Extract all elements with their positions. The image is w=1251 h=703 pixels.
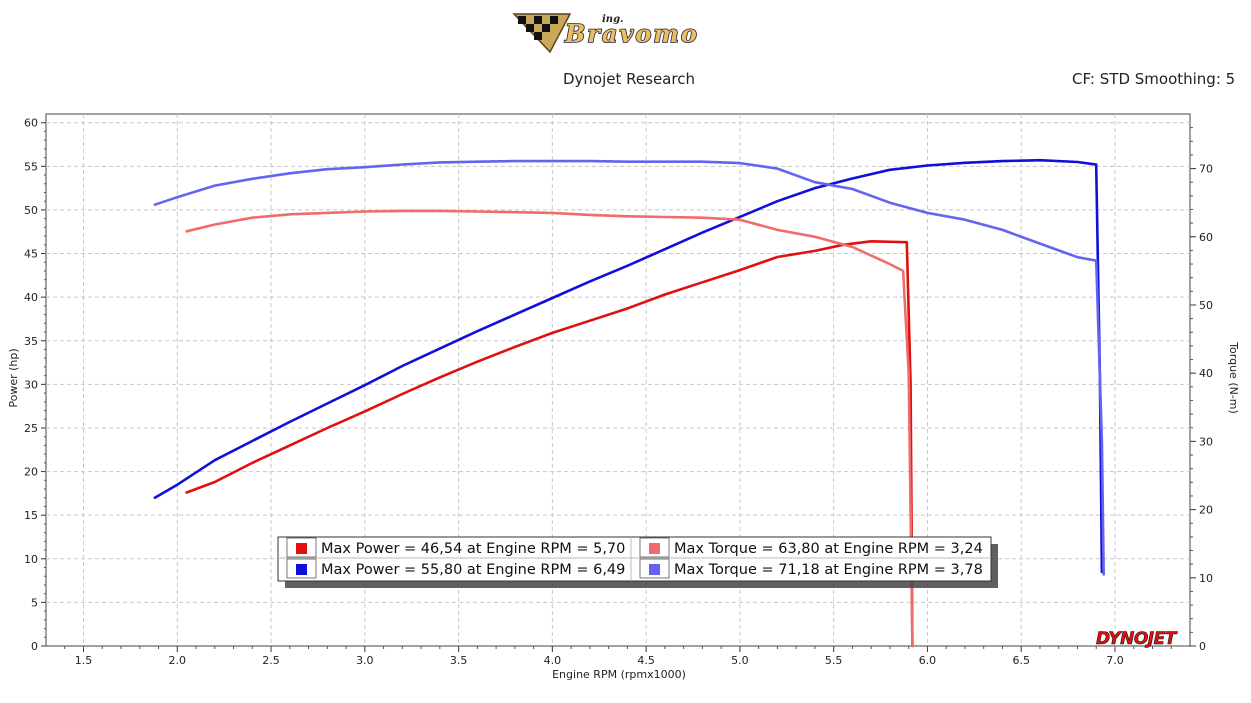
series-line-1 xyxy=(185,240,914,648)
x-tick-label: 6.5 xyxy=(1012,654,1030,667)
y-tick-label: 50 xyxy=(24,204,38,217)
series-lines xyxy=(153,158,1105,648)
legend-entry-text: Max Power = 55,80 at Engine RPM = 6,49 xyxy=(321,562,625,578)
x-tick-label: 1.5 xyxy=(75,654,93,667)
series-line-2 xyxy=(153,158,1104,574)
y-tick-label: 25 xyxy=(24,422,38,435)
chart-header-title: Dynojet Research xyxy=(563,70,695,88)
x-tick-label: 4.0 xyxy=(544,654,562,667)
logo-small-text: ing. xyxy=(602,14,624,25)
x-tick-label: 7.0 xyxy=(1106,654,1124,667)
y2-tick-label: 70 xyxy=(1199,163,1213,176)
y2-axis-label: Torque (N-m) xyxy=(1227,341,1240,414)
y2-tick-label: 50 xyxy=(1199,299,1213,312)
y2-tick-label: 20 xyxy=(1199,504,1213,517)
y-tick-label: 35 xyxy=(24,335,38,348)
series-line-3 xyxy=(185,209,914,648)
x-axis-ticks: 1.5 2.0 2.5 3.0 3.5 4.0 4.5 5.0 5.5 6.0 6.5 7.0 xyxy=(64,646,1172,667)
legend-swatch xyxy=(296,543,307,554)
x-tick-label: 4.5 xyxy=(637,654,655,667)
legend-swatch xyxy=(649,543,660,554)
y2-tick-label: 60 xyxy=(1199,231,1213,244)
cf-smoothing-label: CF: STD Smoothing: 5 xyxy=(1072,70,1236,88)
y-tick-label: 20 xyxy=(24,466,38,479)
y-tick-label: 55 xyxy=(24,160,38,173)
checkered-flag-icon xyxy=(512,13,572,54)
y-tick-label: 60 xyxy=(24,117,38,130)
y2-axis-ticks: 0 10 20 30 40 50 60 70 xyxy=(1190,127,1213,653)
x-tick-label: 2.0 xyxy=(169,654,187,667)
y-tick-label: 40 xyxy=(24,291,38,304)
y-tick-label: 5 xyxy=(31,596,38,609)
y-tick-label: 45 xyxy=(24,248,38,261)
x-tick-label: 3.5 xyxy=(450,654,468,667)
legend-swatch xyxy=(296,564,307,575)
series-line-4 xyxy=(153,159,1105,576)
y-tick-label: 30 xyxy=(24,378,38,391)
y2-tick-label: 10 xyxy=(1199,572,1213,585)
x-tick-label: 5.0 xyxy=(731,654,749,667)
legend: Max Power = 46,54 at Engine RPM = 5,70 Ma… xyxy=(277,536,998,588)
logo-text: Bravomo xyxy=(564,19,699,48)
y-axis-label: Power (hp) xyxy=(7,348,20,407)
dynojet-brand: DYNOJET xyxy=(1096,629,1178,649)
bravomo-logo: ing. Bravomo xyxy=(512,13,699,54)
y-axis-ticks: 0 5 10 15 20 25 30 35 40 45 50 55 60 xyxy=(24,117,46,653)
y2-tick-label: 40 xyxy=(1199,367,1213,380)
x-tick-label: 3.0 xyxy=(356,654,374,667)
legend-swatch xyxy=(649,564,660,575)
y-tick-label: 0 xyxy=(31,640,38,653)
y-tick-label: 10 xyxy=(24,553,38,566)
y2-tick-label: 0 xyxy=(1199,640,1206,653)
legend-entry-text: Max Torque = 63,80 at Engine RPM = 3,24 xyxy=(674,541,983,557)
y-tick-label: 15 xyxy=(24,509,38,522)
legend-entry-text: Max Power = 46,54 at Engine RPM = 5,70 xyxy=(321,541,625,557)
x-axis-label: Engine RPM (rpmx1000) xyxy=(552,668,686,681)
y2-tick-label: 30 xyxy=(1199,435,1213,448)
x-tick-label: 2.5 xyxy=(262,654,280,667)
legend-entry-text: Max Torque = 71,18 at Engine RPM = 3,78 xyxy=(674,562,983,578)
x-tick-label: 6.0 xyxy=(919,654,937,667)
x-tick-label: 5.5 xyxy=(825,654,843,667)
